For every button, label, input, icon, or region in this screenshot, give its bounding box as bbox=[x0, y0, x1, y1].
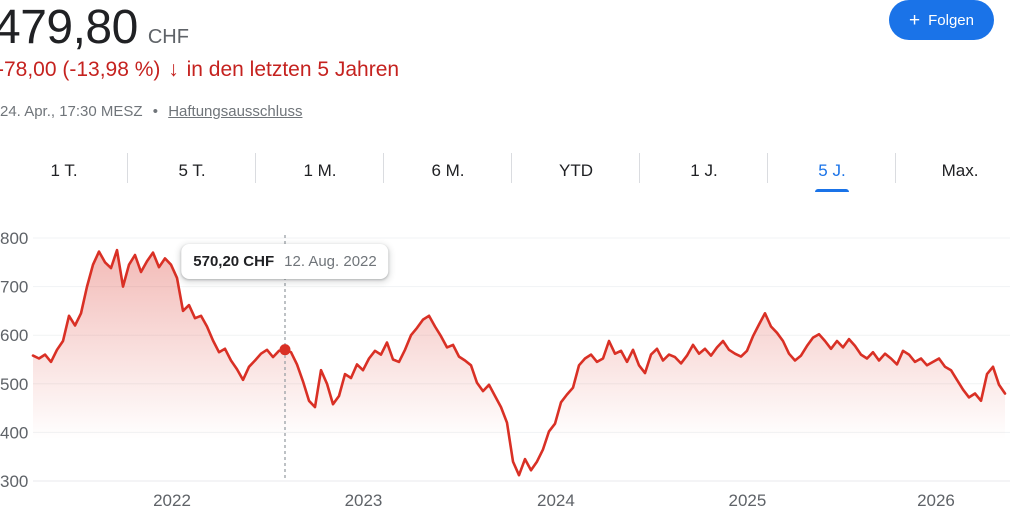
tab-max[interactable]: Max. bbox=[896, 150, 1024, 192]
tab-ytd-label: YTD bbox=[559, 161, 593, 180]
price-change-period: in den letzten 5 Jahren bbox=[186, 58, 400, 81]
tab-1y-label: 1 J. bbox=[690, 161, 718, 180]
plus-icon: + bbox=[909, 9, 921, 31]
dot-separator: • bbox=[152, 103, 159, 120]
tab-6m[interactable]: 6 M. bbox=[384, 150, 512, 192]
current-price: 479,80 bbox=[0, 1, 138, 54]
time-range-tabs: 1 T. 5 T. 1 M. 6 M. YTD 1 J. 5 J. Max. bbox=[0, 150, 1024, 192]
tab-1m[interactable]: 1 M. bbox=[256, 150, 384, 192]
svg-text:2025: 2025 bbox=[729, 491, 767, 510]
follow-button[interactable]: + Folgen bbox=[889, 0, 994, 40]
tab-1y[interactable]: 1 J. bbox=[640, 150, 768, 192]
tab-1d[interactable]: 1 T. bbox=[0, 150, 128, 192]
svg-text:700: 700 bbox=[0, 278, 28, 297]
price-row: 479,80 CHF bbox=[0, 0, 189, 55]
svg-text:2024: 2024 bbox=[537, 491, 575, 510]
svg-text:400: 400 bbox=[0, 423, 28, 442]
tooltip-price: 570,20 CHF bbox=[193, 253, 275, 270]
svg-text:500: 500 bbox=[0, 375, 28, 394]
svg-text:2026: 2026 bbox=[917, 491, 955, 510]
tab-max-label: Max. bbox=[941, 161, 979, 180]
svg-text:300: 300 bbox=[0, 472, 28, 491]
tab-1d-label: 1 T. bbox=[50, 161, 78, 180]
tab-5d[interactable]: 5 T. bbox=[128, 150, 256, 192]
svg-text:600: 600 bbox=[0, 326, 28, 345]
tab-1m-label: 1 M. bbox=[303, 161, 337, 180]
down-arrow-icon: ↓ bbox=[168, 58, 179, 81]
quote-timestamp-row: 24. Apr., 17:30 MESZ • Haftungsausschlus… bbox=[0, 103, 302, 120]
svg-text:800: 800 bbox=[0, 229, 28, 248]
follow-button-label: Folgen bbox=[928, 11, 974, 29]
svg-text:2022: 2022 bbox=[153, 491, 191, 510]
disclaimer-link[interactable]: Haftungsausschluss bbox=[168, 103, 303, 120]
tab-ytd[interactable]: YTD bbox=[512, 150, 640, 192]
tab-5d-label: 5 T. bbox=[178, 161, 206, 180]
selected-tab-underline bbox=[815, 189, 849, 192]
tab-5y-label: 5 J. bbox=[818, 161, 846, 180]
price-chart[interactable]: 300 400 500 600 700 800 2022 2023 2024 2025 2026 5… bbox=[0, 222, 1024, 522]
quote-timestamp: 24. Apr., 17:30 MESZ bbox=[0, 103, 143, 120]
price-chart-svg[interactable]: 300 400 500 600 700 800 2022 2023 2024 2025 2026 bbox=[0, 222, 1024, 522]
price-change-value: -78,00 (-13,98 %) bbox=[0, 58, 161, 81]
tooltip-date: 12. Aug. 2022 bbox=[284, 253, 377, 270]
currency-label: CHF bbox=[147, 26, 189, 48]
chart-tooltip: 570,20 CHF 12. Aug. 2022 bbox=[181, 244, 389, 279]
tab-5y[interactable]: 5 J. bbox=[768, 150, 896, 192]
price-change-row: -78,00 (-13,98 %) ↓ in den letzten 5 Jah… bbox=[0, 58, 399, 82]
tab-6m-label: 6 M. bbox=[431, 161, 465, 180]
svg-text:2023: 2023 bbox=[345, 491, 383, 510]
